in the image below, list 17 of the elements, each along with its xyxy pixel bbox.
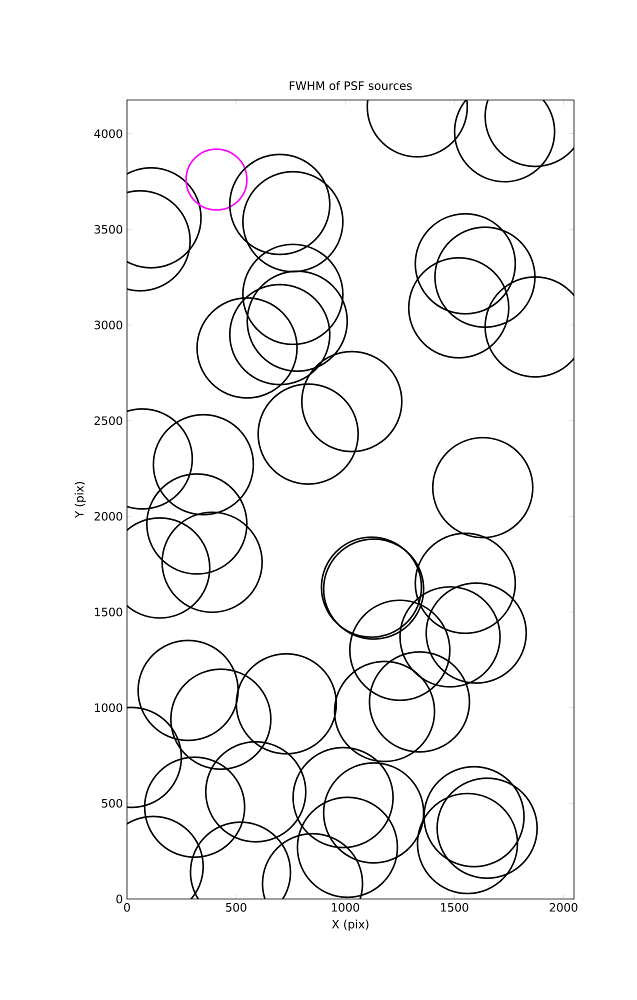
x-tick-label: 1500 xyxy=(441,903,468,912)
x-axis-title: X (pix) xyxy=(332,920,368,931)
y-tick-label: 3000 xyxy=(94,320,122,330)
y-tick-label: 2000 xyxy=(94,512,122,521)
y-tick-label: 3500 xyxy=(94,224,122,234)
y-axis-title: Y (pix) xyxy=(74,482,86,518)
y-tick-label: 4000 xyxy=(94,129,122,138)
x-tick-label: 0 xyxy=(124,903,130,912)
y-tick-label: 500 xyxy=(102,798,122,808)
y-tick-label: 0 xyxy=(116,894,122,904)
y-tick-label: 2500 xyxy=(94,416,122,426)
y-tick-label: 1000 xyxy=(94,703,122,712)
chart-title: FWHM of PSF sources xyxy=(290,81,412,90)
x-tick-label: 500 xyxy=(226,903,246,912)
x-tick-label: 1000 xyxy=(332,903,360,912)
x-tick-label: 2000 xyxy=(550,903,578,912)
y-tick-label: 1500 xyxy=(94,608,122,616)
